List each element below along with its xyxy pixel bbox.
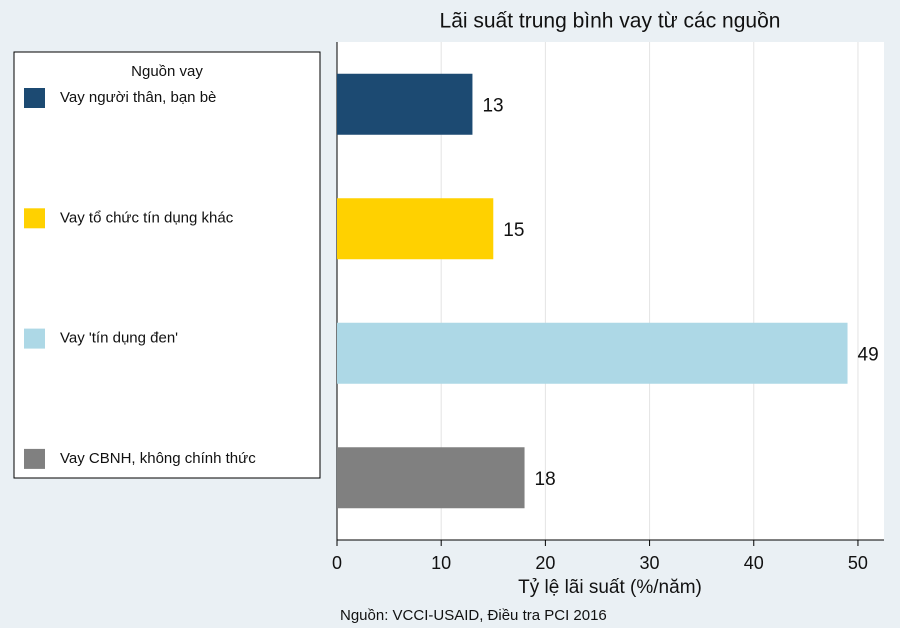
x-tick-label: 40 <box>744 553 764 573</box>
chart-title: Lãi suất trung bình vay từ các nguồn <box>440 10 781 33</box>
legend-label: Vay 'tín dụng đen' <box>60 330 178 347</box>
legend-label: Vay tổ chức tín dụng khác <box>60 209 234 226</box>
x-tick-label: 0 <box>332 553 342 573</box>
legend-swatch <box>24 448 45 469</box>
legend-label: Vay người thân, bạn bè <box>60 89 216 106</box>
bar <box>337 447 525 509</box>
bar <box>337 73 473 135</box>
x-tick-label: 30 <box>640 553 660 573</box>
data-label: 49 <box>858 344 879 365</box>
bar <box>337 198 494 260</box>
legend-title: Nguồn vay <box>131 63 203 80</box>
x-tick-label: 50 <box>848 553 868 573</box>
legend-label: Vay CBNH, không chính thức <box>60 450 256 467</box>
data-label: 15 <box>503 220 524 241</box>
x-tick-label: 20 <box>535 553 555 573</box>
x-axis-label: Tỷ lệ lãi suất (%/năm) <box>518 577 702 598</box>
source-note: Nguồn: VCCI-USAID, Điều tra PCI 2016 <box>340 607 607 624</box>
bar <box>337 322 848 384</box>
legend-box <box>13 51 321 479</box>
legend-swatch <box>24 328 45 349</box>
data-label: 13 <box>482 95 503 116</box>
legend-swatch <box>24 88 45 108</box>
data-label: 18 <box>535 469 556 490</box>
x-tick-label: 10 <box>431 553 451 573</box>
legend-swatch <box>24 208 45 229</box>
